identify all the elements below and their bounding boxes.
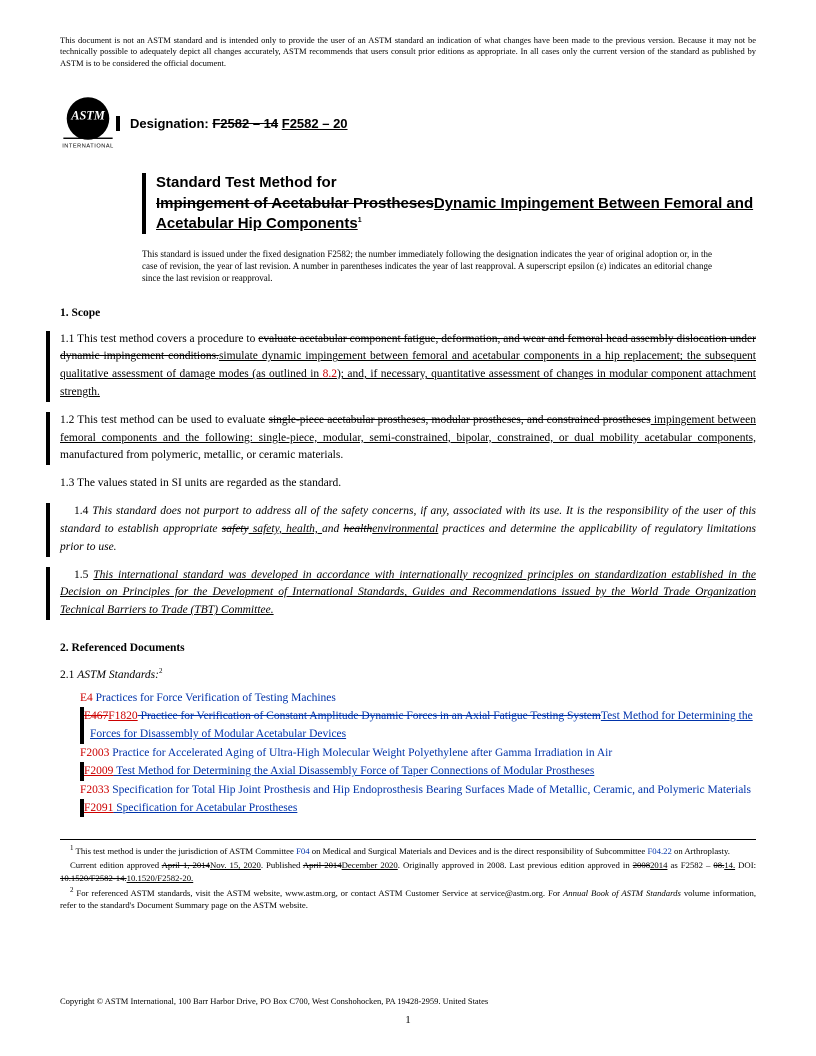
designation-old: F2582 – 14 — [212, 116, 278, 131]
copyright-text: Copyright © ASTM International, 100 Barr… — [60, 996, 756, 1006]
scope-heading: 1. Scope — [60, 307, 756, 319]
astm-logo-icon: ASTM INTERNATIONAL — [60, 95, 116, 151]
ref-f2091: F2091 Specification for Acetabular Prost… — [80, 799, 756, 817]
astm-standards-label: 2.1 ASTM Standards:2 — [60, 666, 756, 685]
p11-lead: 1.1 This test method covers a procedure … — [60, 333, 258, 345]
footnote-2: 2 For referenced ASTM standards, visit t… — [60, 886, 756, 911]
ref-f2033: F2033 Specification for Total Hip Joint … — [80, 781, 756, 799]
footnote-1b: Current edition approved April 1, 2014No… — [60, 859, 756, 883]
svg-text:INTERNATIONAL: INTERNATIONAL — [62, 144, 114, 150]
p12-lead: 1.2 This test method can be used to eval… — [60, 414, 269, 426]
para-1-2: 1.2 This test method can be used to eval… — [46, 412, 756, 465]
p11-cross-ref: 8.2 — [323, 368, 337, 380]
p12-tail: manufactured from polymeric, metallic, o… — [60, 449, 343, 461]
designation-block: Designation: F2582 – 14 F2582 – 20 — [116, 116, 348, 131]
title-footnote-ref: 1 — [358, 217, 362, 224]
page-footer: Copyright © ASTM International, 100 Barr… — [60, 996, 756, 1026]
designation-new: F2582 – 20 — [282, 116, 348, 131]
standard-issue-note: This standard is issued under the fixed … — [142, 248, 712, 284]
disclaimer-text: This document is not an ASTM standard an… — [60, 35, 756, 69]
title-line1: Standard Test Method for — [156, 174, 337, 191]
ref-e4: E4 Practices for Force Verification of T… — [80, 689, 756, 707]
ref-e467-f1820: E467F1820 Practice for Verification of C… — [80, 707, 756, 744]
ref-f2009: F2009 Test Method for Determining the Ax… — [80, 762, 756, 780]
page-number: 1 — [60, 1014, 756, 1026]
footnotes-block: 1 This test method is under the jurisdic… — [60, 839, 756, 911]
footnote-1: 1 This test method is under the jurisdic… — [60, 844, 756, 857]
title-block: Standard Test Method for Impingement of … — [142, 173, 756, 234]
para-1-5: 1.5 This international standard was deve… — [46, 567, 756, 620]
svg-text:ASTM: ASTM — [70, 109, 106, 123]
refdocs-heading: 2. Referenced Documents — [60, 642, 756, 654]
header-row: ASTM INTERNATIONAL Designation: F2582 – … — [60, 95, 756, 151]
para-1-4: 1.4 This standard does not purport to ad… — [46, 503, 756, 556]
p12-strike: single-piece acetabular prostheses, modu… — [269, 414, 651, 426]
designation-label: Designation: — [130, 116, 209, 131]
para-1-3: 1.3 The values stated in SI units are re… — [60, 475, 756, 493]
para-1-1: 1.1 This test method covers a procedure … — [46, 331, 756, 402]
ref-f2003: F2003 Practice for Accelerated Aging of … — [80, 744, 756, 762]
title-strike: Impingement of Acetabular Prostheses — [156, 195, 434, 212]
